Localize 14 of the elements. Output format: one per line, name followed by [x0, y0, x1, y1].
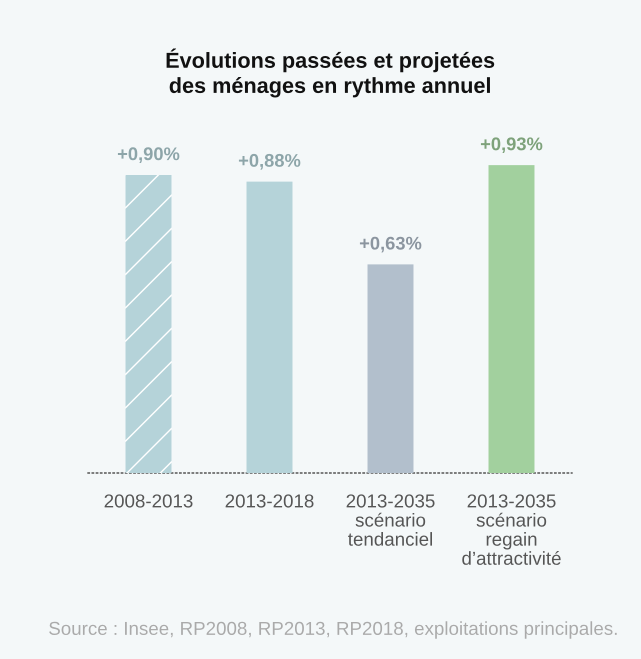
x-tick-label: 2008-2013 — [104, 494, 193, 508]
data-label: +0,88% — [238, 154, 300, 170]
data-label: +0,63% — [360, 236, 422, 252]
source-note: Source : Insee, RP2008, RP2013, RP2018, exploitations principales. — [49, 621, 617, 639]
bar — [488, 165, 534, 473]
bar — [246, 182, 292, 473]
data-label: +0,93% — [480, 137, 542, 154]
x-tick-label: 2013-2035 scénario regain d’attractivité — [462, 494, 561, 565]
chart-title: Évolutions passées et projetées des ménages en rythme annuel — [166, 48, 494, 98]
x-tick-label: 2013-2018 — [226, 494, 314, 508]
bar — [368, 264, 414, 473]
data-label: +0,90% — [118, 147, 180, 163]
x-tick-label: 2013-2035 scénario tendanciel — [346, 494, 435, 546]
bar — [126, 175, 172, 473]
